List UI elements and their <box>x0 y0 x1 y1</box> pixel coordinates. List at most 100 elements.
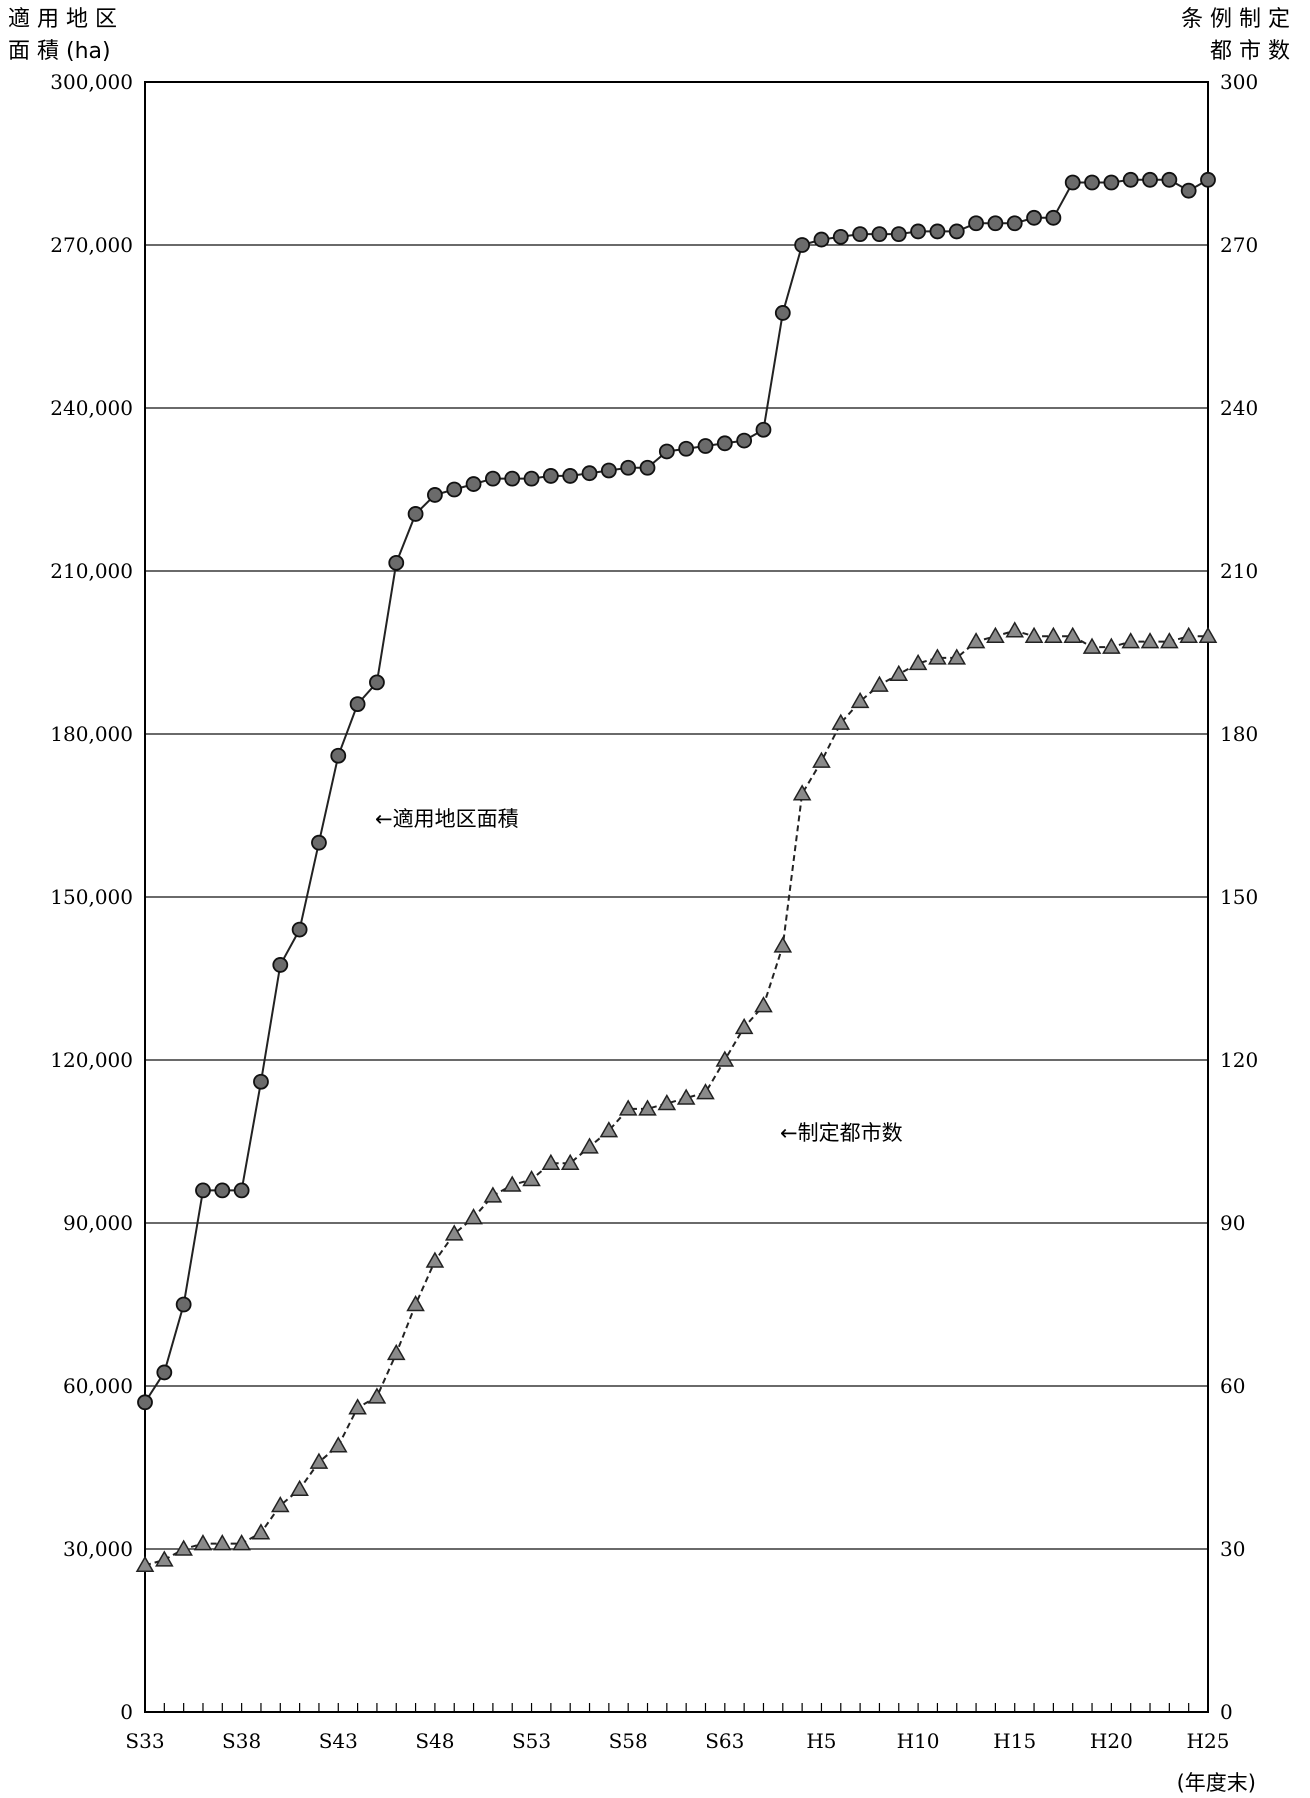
series-2-point <box>831 713 851 730</box>
series-2-point <box>348 1398 367 1415</box>
series-2-point <box>715 1050 735 1067</box>
left-y-tick-label: 90,000 <box>63 1211 133 1235</box>
x-tick-label: H15 <box>993 1729 1036 1753</box>
series-1-point <box>1180 182 1197 199</box>
x-tick-label: S58 <box>609 1729 648 1753</box>
x-tick-label: H10 <box>897 1729 940 1753</box>
series-1-point <box>948 223 965 240</box>
x-tick-label: S33 <box>125 1729 164 1753</box>
series-2-point <box>193 1534 213 1551</box>
x-tick-label: H20 <box>1090 1729 1133 1753</box>
annotation-area: ←適用地区面積 <box>375 807 519 831</box>
x-tick-label: S53 <box>512 1729 551 1753</box>
series-2-point <box>754 996 773 1013</box>
series-1-point <box>504 470 521 487</box>
right-y-tick-label: 0 <box>1220 1700 1233 1724</box>
series-2-point <box>1121 632 1140 649</box>
series-1-point <box>427 487 443 503</box>
series-1-point <box>407 506 424 522</box>
series-1-point <box>600 462 617 479</box>
series-1-point <box>484 470 501 487</box>
x-tick-label: S63 <box>705 1729 744 1753</box>
series-2-point <box>541 1153 561 1170</box>
series-1-point <box>968 215 984 232</box>
series-2-point <box>464 1208 483 1225</box>
series-1-point <box>1064 174 1081 191</box>
series-2-point <box>1024 626 1044 643</box>
right-axis-label-line2: 都 市 数 <box>1210 39 1290 64</box>
series-1-point <box>175 1296 192 1313</box>
x-tick-label: S43 <box>319 1729 358 1753</box>
series-2-point <box>1198 626 1218 643</box>
grid-lines <box>145 244 1208 1550</box>
right-y-tick-label: 30 <box>1220 1537 1245 1561</box>
left-axis-label-line2: 面 積 (ha) <box>8 39 111 64</box>
series-1-point <box>446 481 463 498</box>
left-y-tick-label: 120,000 <box>50 1048 133 1072</box>
series-1-point <box>1142 171 1158 188</box>
series-2-point <box>928 648 947 665</box>
series-1-point <box>156 1364 173 1381</box>
series-2-point <box>773 936 793 953</box>
left-y-tick-label: 210,000 <box>50 559 133 583</box>
series-1-point <box>291 921 308 938</box>
series-2-point <box>1160 632 1179 649</box>
left-y-tick-label: 270,000 <box>50 233 133 257</box>
series-2-point <box>1005 621 1025 638</box>
series-2-point <box>1044 626 1063 643</box>
series-1-point <box>852 226 869 243</box>
right-y-tick-label: 270 <box>1220 233 1258 257</box>
series-1-point <box>1026 209 1042 226</box>
left-y-tick-label: 0 <box>120 1700 133 1724</box>
series-2-point <box>522 1170 541 1187</box>
series-2-point <box>1179 626 1198 643</box>
series-1-point <box>832 228 849 245</box>
series-1-point <box>369 674 385 691</box>
series-2-point <box>406 1294 425 1312</box>
series-1-point <box>716 435 733 452</box>
series-2-point <box>908 653 928 671</box>
series-2-point <box>696 1083 715 1100</box>
series-1-point <box>697 438 714 454</box>
series-1-point <box>658 443 675 460</box>
series-2-point <box>502 1175 522 1192</box>
series-2-point <box>638 1099 657 1116</box>
series-2-point <box>889 664 909 681</box>
series-2-point <box>290 1479 309 1496</box>
x-tick-label: H25 <box>1187 1729 1230 1753</box>
series-1-point <box>620 459 637 476</box>
left-y-tick-label: 30,000 <box>63 1537 133 1561</box>
series-1-point <box>871 226 888 243</box>
series-2-point <box>1082 637 1102 654</box>
right-axis-label-line1: 条 例 制 定 <box>1181 7 1290 32</box>
series-1-point <box>678 440 695 457</box>
x-tick-label: S48 <box>415 1729 454 1753</box>
series-2-point <box>444 1224 464 1241</box>
series-1-point <box>1200 171 1216 188</box>
series-1-point <box>1103 174 1120 191</box>
series-2-point <box>560 1153 580 1170</box>
annotation-cities: ←制定都市数 <box>780 1121 903 1145</box>
series-1-point <box>253 1073 269 1090</box>
x-tick-label: H5 <box>806 1729 836 1753</box>
left-axis-label-line1: 適 用 地 区 <box>8 7 117 32</box>
series-2-point <box>657 1093 677 1111</box>
series-1-point <box>774 305 791 321</box>
series-1-point <box>755 421 772 438</box>
series-2-point <box>1140 632 1160 649</box>
series-2-point <box>155 1550 174 1567</box>
series-1-point <box>562 468 579 484</box>
right-y-tick-label: 120 <box>1220 1048 1258 1072</box>
series-1-point <box>1122 171 1139 188</box>
series-2-point <box>135 1555 155 1573</box>
series-2-point <box>618 1099 638 1116</box>
series-1-point <box>388 554 405 571</box>
right-y-tick-label: 90 <box>1220 1211 1245 1235</box>
right-y-tick-label: 150 <box>1220 885 1258 909</box>
series-1-point <box>195 1182 211 1199</box>
series-1-point <box>929 223 946 240</box>
series-2-point <box>812 751 831 768</box>
series-1-point <box>311 834 327 851</box>
series-1-point <box>233 1182 250 1199</box>
